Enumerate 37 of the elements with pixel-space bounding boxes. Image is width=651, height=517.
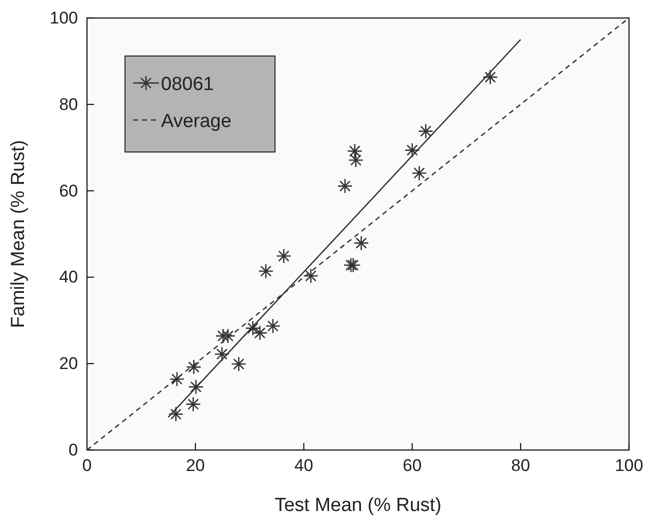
point: [186, 396, 201, 412]
x-tick-label: 20: [186, 456, 205, 476]
point: [220, 328, 236, 344]
point: [231, 356, 246, 372]
point: [186, 359, 202, 375]
point: [404, 142, 420, 158]
y-tick-label: 0: [68, 440, 78, 460]
point: [348, 152, 364, 168]
y-tick-label: 80: [59, 94, 78, 114]
y-tick-label: 100: [50, 8, 78, 28]
point: [188, 379, 204, 395]
point: [258, 264, 274, 279]
point: [482, 70, 498, 85]
point: [418, 124, 434, 139]
point: [412, 165, 427, 181]
x-tick-label: 0: [82, 456, 92, 476]
point: [214, 346, 230, 362]
y-tick-label: 20: [59, 354, 78, 374]
x-tick-label: 40: [294, 456, 314, 476]
x-tick-label: 100: [614, 456, 644, 476]
point: [252, 325, 268, 341]
y-tick-label: 60: [59, 181, 78, 200]
point: [276, 248, 292, 264]
x-axis-title: Test Mean (% Rust): [274, 495, 442, 516]
x-tick-label: 60: [402, 456, 422, 476]
point: [245, 320, 260, 336]
y-tick-label: 40: [59, 268, 78, 287]
point: [337, 178, 353, 194]
point: [303, 268, 318, 284]
point: [354, 235, 369, 251]
legend-label: Average: [161, 111, 232, 132]
point: [169, 372, 185, 387]
legend-label: 08061: [161, 74, 214, 95]
point: [347, 143, 362, 159]
point: [265, 318, 281, 334]
x-tick-label: 80: [511, 456, 530, 476]
y-axis-title: Family Mean (% Rust): [8, 140, 29, 328]
